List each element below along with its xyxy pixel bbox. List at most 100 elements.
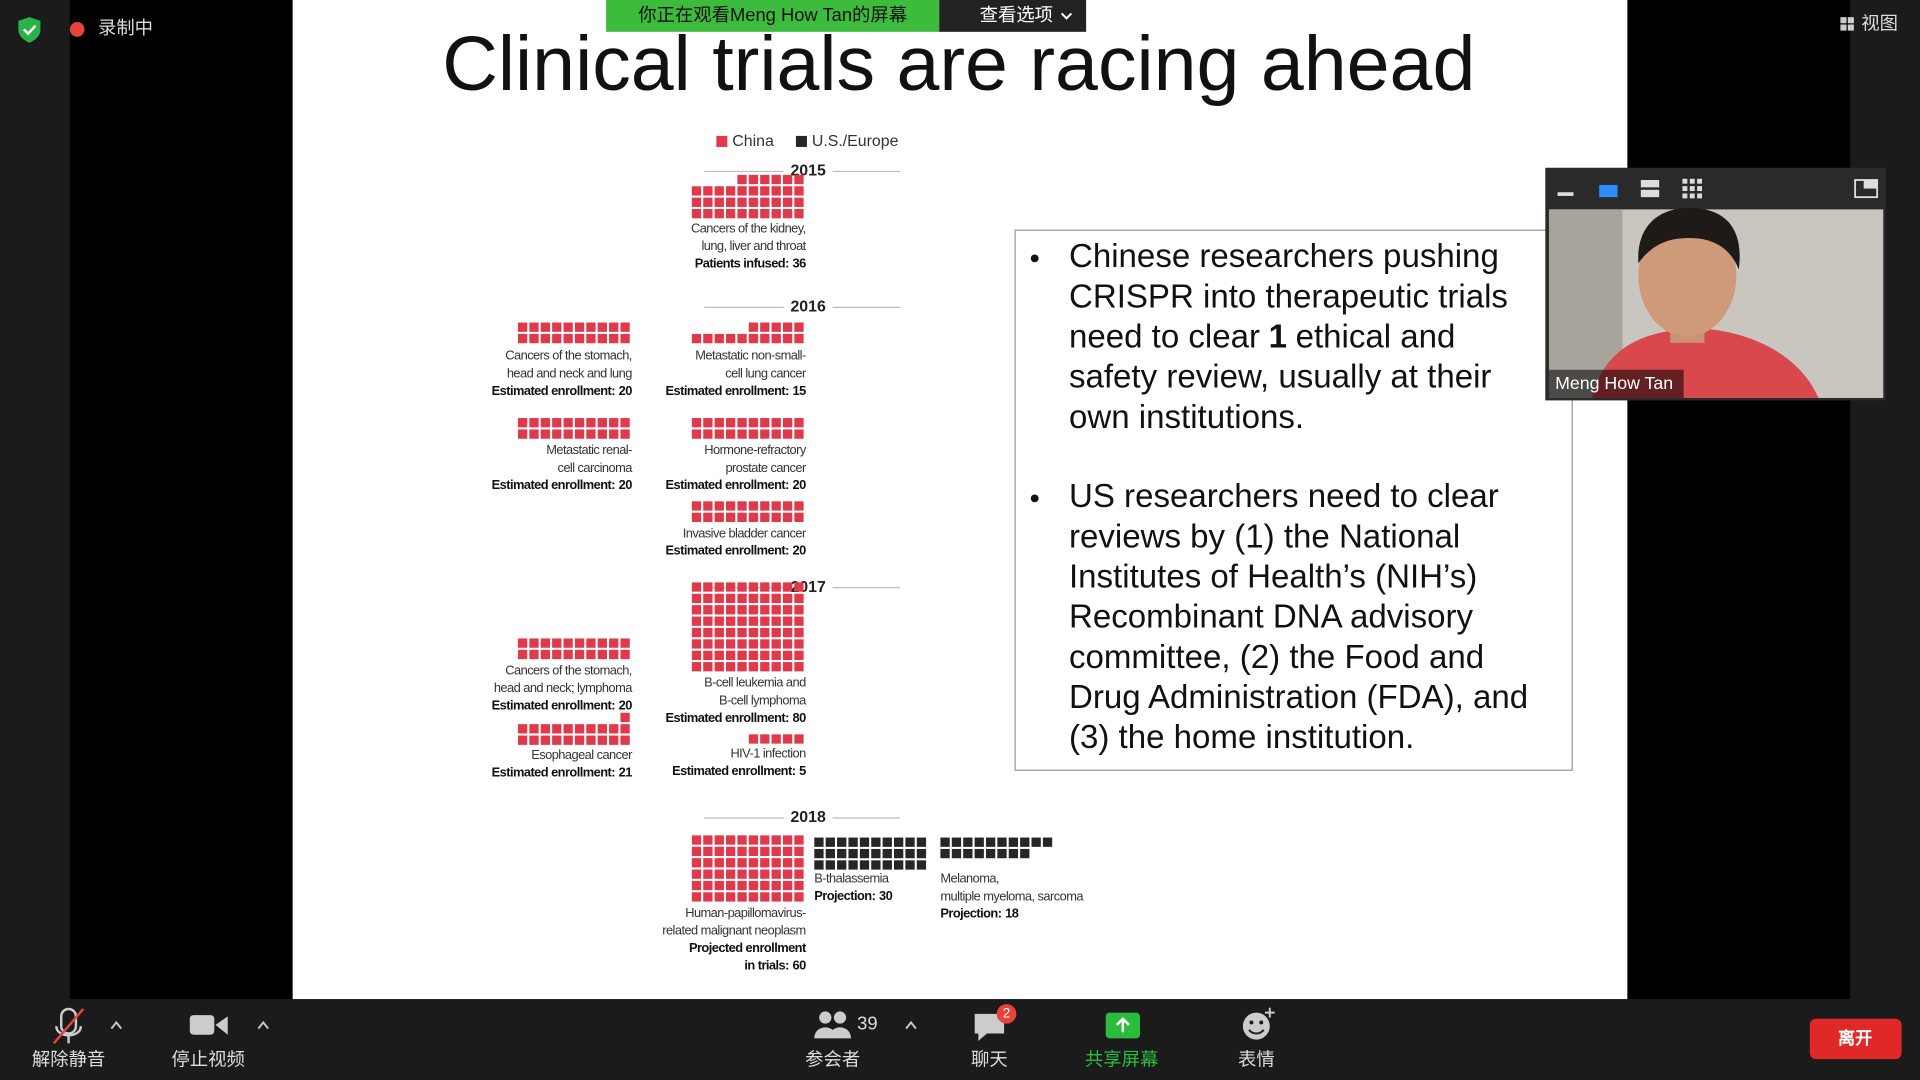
stop-video-button[interactable]: 停止视频 — [171, 1015, 245, 1069]
waffle-square — [714, 582, 724, 592]
waffle-square — [760, 639, 770, 649]
bullet-line: Institutes of Health’s (NIH’s) — [1069, 558, 1477, 595]
waffle-square — [940, 848, 950, 859]
waffle-square — [726, 880, 736, 891]
reactions-button[interactable]: 表情 — [1238, 1007, 1275, 1069]
waffle-square — [794, 858, 804, 868]
waffle-square — [760, 734, 770, 744]
waffle-square — [737, 605, 747, 615]
waffle-square — [703, 858, 713, 868]
gallery-icon[interactable] — [1682, 178, 1703, 199]
chat-badge[interactable]: 2 — [1003, 1005, 1010, 1020]
waffle-square — [703, 501, 713, 511]
measure-value: 30 — [879, 888, 893, 903]
unmute-button[interactable]: 解除静音 — [32, 1007, 105, 1069]
waffle-square — [760, 846, 770, 857]
waffle-square — [985, 848, 996, 859]
waffle-square — [726, 186, 736, 196]
waffle-square — [748, 835, 759, 845]
view-options-label[interactable]: 查看选项 — [980, 4, 1053, 25]
reactions-label[interactable]: 表情 — [1238, 1048, 1275, 1069]
waffle-square — [552, 724, 562, 734]
waffle-square — [703, 593, 713, 604]
waffle-square — [760, 869, 770, 879]
measure-value: 20 — [619, 698, 633, 713]
waffle-square — [794, 734, 804, 744]
waffle-square — [748, 880, 759, 891]
video-hair — [1638, 207, 1740, 270]
waffle-square — [963, 848, 973, 859]
waffle-square — [691, 662, 702, 672]
share-screen-label[interactable]: 共享屏幕 — [1085, 1048, 1158, 1069]
waffle-square — [771, 593, 781, 604]
bullet-line: (3) the home institution. — [1069, 719, 1414, 756]
minimize-icon[interactable] — [1557, 192, 1574, 196]
participants-label[interactable]: 参会者 — [805, 1048, 860, 1069]
waffle-square — [691, 858, 702, 868]
waffle-square — [574, 418, 585, 428]
waffle-square — [691, 892, 702, 902]
legend-swatch — [716, 135, 728, 147]
audio-menu-caret[interactable] — [110, 1020, 122, 1030]
waffle-square — [563, 418, 573, 428]
waffle-block — [517, 322, 630, 344]
bullet-line: CRISPR into therapeutic trials — [1069, 278, 1508, 315]
participants-button[interactable]: 39 参会者 — [805, 1011, 878, 1069]
participants-menu-caret[interactable] — [905, 1020, 917, 1030]
waffle-square — [782, 501, 793, 511]
waffle-square — [794, 650, 804, 660]
waffle-block — [517, 418, 630, 439]
unmute-label[interactable]: 解除静音 — [32, 1048, 105, 1069]
chat-button[interactable]: 2 聊天 — [971, 1004, 1017, 1069]
waffle-square — [782, 650, 793, 660]
waffle-square — [552, 638, 562, 648]
recording-label[interactable]: 录制中 — [98, 17, 153, 38]
pop-out-icon[interactable] — [1854, 179, 1879, 199]
waffle-square — [771, 512, 781, 522]
waffle-square — [563, 322, 573, 332]
waffle-square — [894, 860, 904, 870]
participant-count[interactable]: 39 — [857, 1013, 877, 1034]
waffle-square — [563, 649, 573, 660]
waffle-square — [905, 848, 915, 859]
view-icon[interactable] — [1840, 17, 1854, 31]
security-icon[interactable] — [18, 17, 41, 43]
trial-label: multiple myeloma, sarcoma — [940, 888, 1084, 903]
leave-button[interactable]: 离开 — [1809, 1018, 1902, 1060]
waffle-chart: China U.S./Europe 20 15 Cancers of the kidne… — [492, 133, 1085, 973]
waffle-square — [726, 662, 736, 672]
waffle-square — [620, 712, 630, 723]
bullet-dot — [1030, 254, 1039, 263]
waffle-square — [691, 605, 702, 615]
waffle-square — [691, 650, 702, 660]
view-options-button[interactable] — [939, 0, 1087, 32]
waffle-square — [1042, 837, 1053, 847]
video-menu-caret[interactable] — [257, 1020, 269, 1030]
waffle-square — [737, 174, 747, 185]
share-screen-button[interactable]: 共享屏幕 — [1085, 1012, 1158, 1070]
view-label[interactable]: 视图 — [1861, 12, 1898, 33]
waffle-square — [794, 429, 804, 439]
waffle-square — [691, 846, 702, 857]
waffle-square — [691, 627, 702, 638]
chat-label[interactable]: 聊天 — [971, 1048, 1008, 1069]
waffle-square — [714, 512, 724, 522]
waffle-square — [859, 860, 870, 870]
measure-label: Estimated enrollment: — [666, 710, 790, 725]
strip-view-icon[interactable] — [1640, 180, 1660, 198]
measure-value: 20 — [619, 383, 633, 398]
waffle-square — [760, 616, 770, 626]
waffle-square — [974, 837, 984, 847]
waffle-square — [540, 724, 551, 734]
leave-label[interactable]: 离开 — [1838, 1028, 1872, 1048]
waffle-square — [771, 662, 781, 672]
speaker-view-icon[interactable] — [1599, 184, 1618, 198]
waffle-square — [794, 639, 804, 649]
waffle-square — [782, 869, 793, 879]
waffle-square — [737, 418, 747, 428]
waffle-square — [760, 186, 770, 196]
participant-name: Meng How Tan — [1555, 373, 1673, 393]
waffle-square — [771, 846, 781, 857]
viewing-banner — [606, 0, 940, 32]
stop-video-label[interactable]: 停止视频 — [171, 1048, 244, 1069]
